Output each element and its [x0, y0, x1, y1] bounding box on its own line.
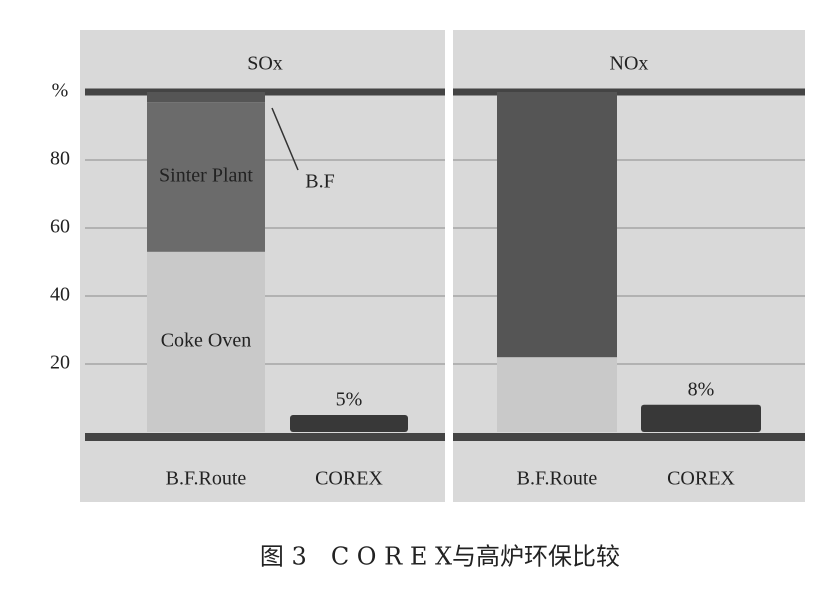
- x-tick-label: COREX: [667, 468, 735, 490]
- bar-segment: [497, 92, 617, 358]
- y-tick-label: %: [52, 80, 69, 102]
- segment-label: Sinter Plant: [159, 165, 253, 187]
- value-label: 5%: [336, 389, 363, 411]
- bar-segment: [147, 92, 265, 103]
- x-tick-label: B.F.Route: [517, 468, 598, 490]
- chart-title: SOx: [247, 53, 283, 75]
- y-tick-label: 40: [50, 284, 70, 306]
- bar-segment: [147, 102, 265, 252]
- x-tick-label: COREX: [315, 468, 383, 490]
- bar-segment: [497, 357, 617, 432]
- y-tick-label: 20: [50, 352, 70, 374]
- bar-segment: [290, 415, 408, 432]
- x-tick-label: B.F.Route: [166, 468, 247, 490]
- bar-segment: [641, 404, 761, 432]
- y-tick-label: 60: [50, 216, 70, 238]
- segment-label: Coke Oven: [161, 329, 252, 351]
- chart-title: NOx: [610, 53, 649, 75]
- annotation: B.F: [305, 171, 334, 193]
- bar-segment: [147, 251, 265, 432]
- y-tick-label: 80: [50, 148, 70, 170]
- value-label: 8%: [688, 378, 715, 400]
- caption: 图 3 C O R E X与高炉环保比较: [260, 543, 620, 571]
- annotation-arrow: [271, 107, 299, 171]
